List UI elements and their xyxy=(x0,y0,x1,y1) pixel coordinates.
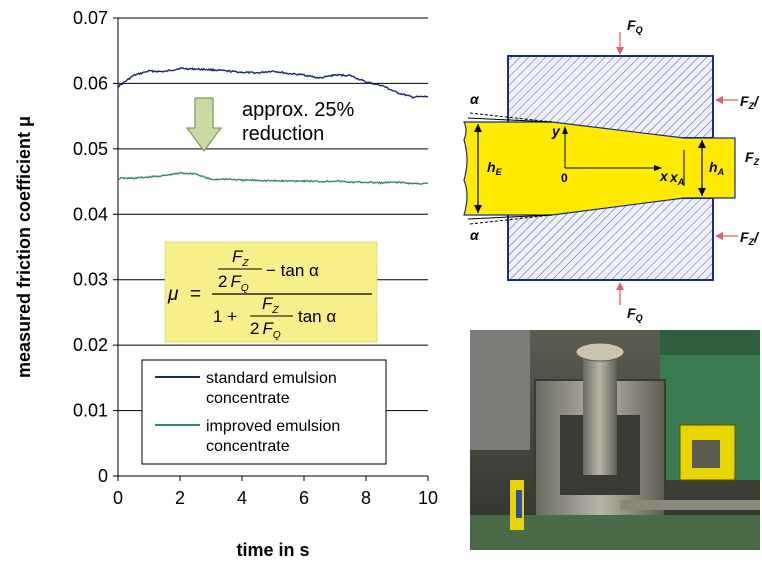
label-alpha-top: α xyxy=(470,91,480,107)
label-x-axis: x xyxy=(659,168,669,184)
photo-blue-part xyxy=(516,490,522,518)
formula-num-2fq: 2 FQ xyxy=(218,272,249,294)
label-fz-right-bottom: FZ/ xyxy=(740,229,760,247)
y-axis-arrowhead xyxy=(562,126,568,134)
grid-lines xyxy=(118,17,428,412)
fz-top-arrowhead xyxy=(715,96,723,104)
formula-mu: μ xyxy=(167,284,179,305)
alpha-bottom-ref2 xyxy=(469,214,553,225)
fz-bottom-arrowhead xyxy=(715,232,723,240)
legend: standard emulsion concentrate improved em… xyxy=(141,359,387,465)
label-origin: 0 xyxy=(561,171,568,185)
label-fq-bottom: FQ xyxy=(627,305,643,323)
fq-bottom-arrowhead xyxy=(616,282,624,290)
label-h-e: hE xyxy=(487,159,503,177)
label-y-axis: y xyxy=(551,123,561,139)
series-lines xyxy=(117,67,429,185)
formula-equals: = xyxy=(190,284,201,305)
x-axis-label: time in s xyxy=(236,540,309,560)
legend-label-improved: improved emulsion concentrate xyxy=(206,418,340,455)
formula-den-rest: tan α xyxy=(298,307,336,326)
h-a-arrowhead-top xyxy=(698,140,706,148)
photo-illustration xyxy=(470,330,760,550)
y-tick-label-3: 0.03 xyxy=(73,270,108,290)
photo-top-cap xyxy=(575,342,625,362)
series-line-1 xyxy=(117,171,429,185)
x-tick-label-3: 6 xyxy=(299,488,309,508)
legend-label-standard: standard emulsion concentrate xyxy=(206,370,337,407)
x-tick-label-5: 10 xyxy=(418,488,438,508)
x-tick-label-0: 0 xyxy=(113,488,123,508)
friction-formula: μ = FZ 2 FQ − tan α 1 + FZ 2 FQ tan α xyxy=(167,247,372,341)
label-x-a: xA xyxy=(669,169,684,187)
photo-column xyxy=(583,355,617,475)
formula-den-2fq: 2 FQ xyxy=(250,319,281,341)
drawing-die-diagram: FQ FQ FZ/ FZ/ FZ α α hE hA y x 0 xA xyxy=(463,17,760,323)
y-tick-label-4: 0.04 xyxy=(73,204,108,224)
h-e-arrowhead-top xyxy=(474,124,482,132)
x-axis-arrowhead xyxy=(654,165,662,171)
alpha-bottom-ref xyxy=(467,214,553,220)
alpha-top-ref2 xyxy=(469,112,553,123)
reduction-arrow xyxy=(185,97,223,153)
label-fz-out: FZ xyxy=(745,149,760,167)
y-tick-label-1: 0.01 xyxy=(73,401,108,421)
y-tick-label-6: 0.06 xyxy=(73,73,108,93)
x-tick-label-1: 2 xyxy=(175,488,185,508)
test-rig-photo xyxy=(470,330,760,550)
alpha-top-ref xyxy=(467,117,553,123)
photo-rail xyxy=(620,500,760,510)
label-fz-right-top: FZ/ xyxy=(740,93,760,111)
h-e-arrowhead-bottom xyxy=(474,205,482,213)
y-tick-label-5: 0.05 xyxy=(73,139,108,159)
photo-yellow-inner xyxy=(692,440,720,468)
y-tick-label-7: 0.07 xyxy=(73,8,108,28)
y-tick-label-2: 0.02 xyxy=(73,335,108,355)
photo-grey-wall xyxy=(470,330,530,450)
x-tick-labels: 0 2 4 6 8 10 xyxy=(113,476,438,508)
formula-den-1plus: 1 + xyxy=(213,307,237,326)
y-tick-label-0: 0 xyxy=(98,466,108,486)
formula-den-fz: FZ xyxy=(262,294,279,316)
y-tick-labels: 0 0.01 0.02 0.03 0.04 0.05 0.06 0.07 xyxy=(73,8,118,486)
h-a-arrowhead-bottom xyxy=(698,188,706,196)
label-h-a: hA xyxy=(709,159,724,177)
y-axis-label: measured friction coefficient μ xyxy=(14,116,34,378)
formula-box xyxy=(164,241,378,343)
series-line-0 xyxy=(117,67,429,99)
formula-num-rest: − tan α xyxy=(266,261,319,280)
reduction-annotation: approx. 25% reduction xyxy=(242,99,360,145)
photo-green-panel-shade xyxy=(660,330,760,355)
fq-top-arrowhead xyxy=(616,47,624,55)
label-fq-top: FQ xyxy=(627,17,643,35)
x-tick-label-2: 4 xyxy=(237,488,247,508)
label-alpha-bottom: α xyxy=(470,227,480,243)
x-tick-label-4: 8 xyxy=(361,488,371,508)
formula-num-fz: FZ xyxy=(232,247,249,269)
